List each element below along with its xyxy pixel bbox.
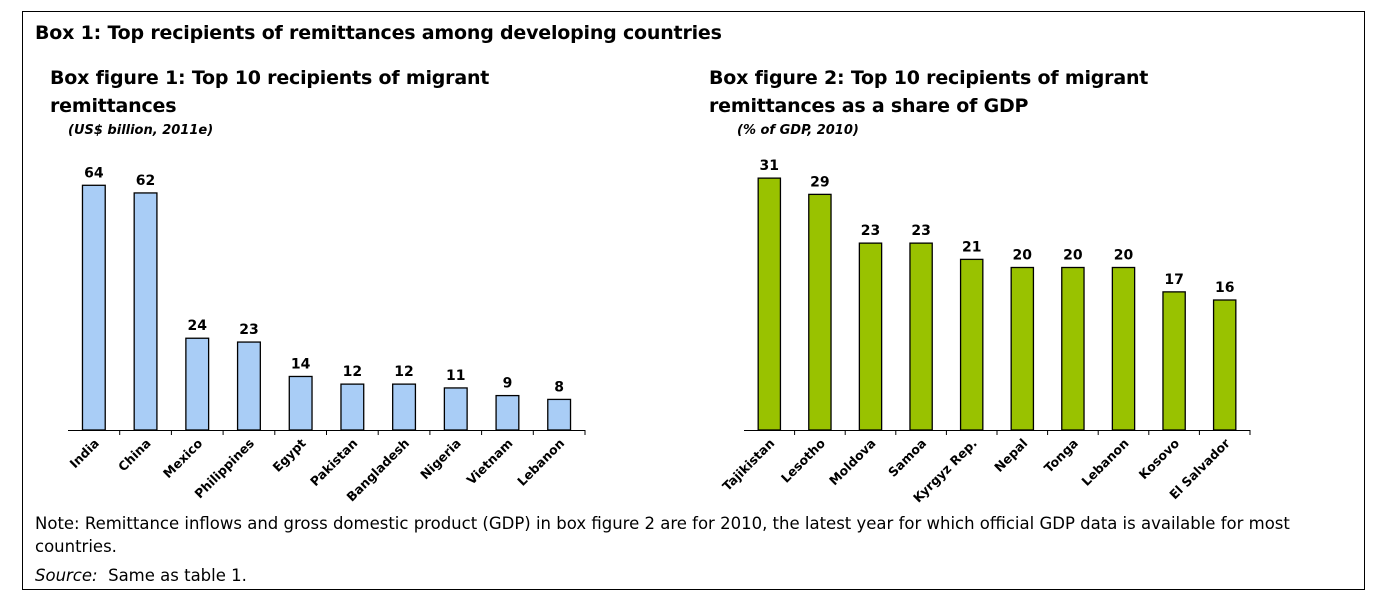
bar-vietnam: [495, 394, 520, 431]
bar-india: [81, 184, 106, 431]
data-label: 29: [810, 174, 829, 190]
chart-1: 64India62China24Mexico23Philippines14Egy…: [66, 165, 586, 504]
bar-philippines: [236, 341, 261, 431]
data-label: 17: [1164, 272, 1183, 288]
bar-tajikistan: [757, 177, 782, 431]
data-label: 31: [760, 158, 779, 174]
bar-samoa: [909, 242, 933, 431]
figure-2-subtitle: (% of GDP, 2010): [737, 123, 859, 138]
bar-lebanon: [547, 398, 572, 431]
bar-el-salvador: [1212, 299, 1237, 431]
category-tick-label: Samoa: [885, 436, 929, 480]
bar-mexico: [185, 337, 210, 431]
category-tick-label: Lebanon: [514, 436, 567, 489]
data-label: 12: [343, 364, 362, 380]
bar-bangladesh: [392, 383, 417, 431]
figure-1-title-line1: Box figure 1: Top 10 recipients of migra…: [50, 67, 490, 89]
category-tick-label: Lesotho: [778, 435, 828, 485]
figure-2-title: Box figure 2: Top 10 recipients of migra…: [709, 64, 1148, 120]
data-label: 62: [136, 173, 155, 189]
figure-2-title-line2: remittances as a share of GDP: [709, 95, 1029, 117]
category-tick-label: China: [115, 436, 154, 475]
bar-lebanon: [1111, 266, 1136, 431]
bar-lesotho: [808, 193, 832, 431]
bar-moldova: [858, 242, 883, 431]
bar-nigeria: [443, 387, 468, 431]
data-label: 9: [503, 376, 513, 392]
data-label: 21: [962, 239, 981, 255]
data-label: 12: [394, 364, 413, 380]
figure-1-title-line2: remittances: [50, 95, 177, 117]
data-label: 11: [446, 368, 465, 384]
data-label: 24: [188, 318, 208, 334]
data-label: 64: [84, 165, 104, 181]
category-tick-label: Moldova: [826, 436, 879, 489]
box-frame: [22, 11, 1365, 589]
category-tick-label: Mexico: [160, 435, 206, 481]
box-title: Box 1: Top recipients of remittances amo…: [35, 22, 722, 44]
category-tick-label: India: [66, 436, 102, 472]
chart-2: 31 Tajikistan 29 Lesotho 23 Moldova 23 Samoa 21 K…: [719, 158, 1251, 505]
bar-egypt: [288, 375, 313, 431]
category-tick-label: Vietnam: [464, 436, 516, 488]
category-tick-label: Pakistan: [307, 436, 360, 489]
bar-kosovo: [1162, 291, 1186, 431]
data-label: 8: [554, 379, 564, 395]
bar-tonga: [1061, 266, 1085, 431]
category-tick-label: Tajikistan: [719, 436, 777, 494]
bar-china: [133, 192, 158, 431]
data-label: 20: [1063, 248, 1083, 264]
data-label: 23: [861, 223, 880, 239]
category-tick-label: Nepal: [991, 436, 1030, 475]
bar-kyrgyz-rep-: [959, 258, 984, 431]
figure-2-title-line1: Box figure 2: Top 10 recipients of migra…: [709, 67, 1149, 89]
category-tick-label: Lebanon: [1078, 436, 1131, 489]
figure-1-subtitle: (US$ billion, 2011e): [68, 123, 214, 138]
category-tick-label: Nigeria: [417, 436, 464, 483]
source-text: Same as table 1.: [108, 566, 247, 585]
box-source: Source: Same as table 1.: [35, 566, 247, 585]
category-tick-label: Kosovo: [1136, 435, 1183, 482]
data-label: 23: [239, 322, 258, 338]
data-label: 20: [1114, 248, 1134, 264]
category-tick-label: Tonga: [1041, 436, 1081, 476]
category-tick-label: Egypt: [269, 436, 308, 475]
data-label: 20: [1013, 248, 1033, 264]
data-label: 14: [291, 356, 311, 372]
data-label: 23: [911, 223, 930, 239]
figure-1-title: Box figure 1: Top 10 recipients of migra…: [50, 64, 489, 120]
bar-nepal: [1010, 266, 1035, 431]
box-note: Note: Remittance inflows and gross domes…: [35, 514, 1290, 556]
data-label: 16: [1215, 280, 1234, 296]
bar-pakistan: [340, 383, 365, 431]
source-label: Source:: [35, 566, 98, 585]
box-bottom-rule: [22, 589, 1365, 590]
